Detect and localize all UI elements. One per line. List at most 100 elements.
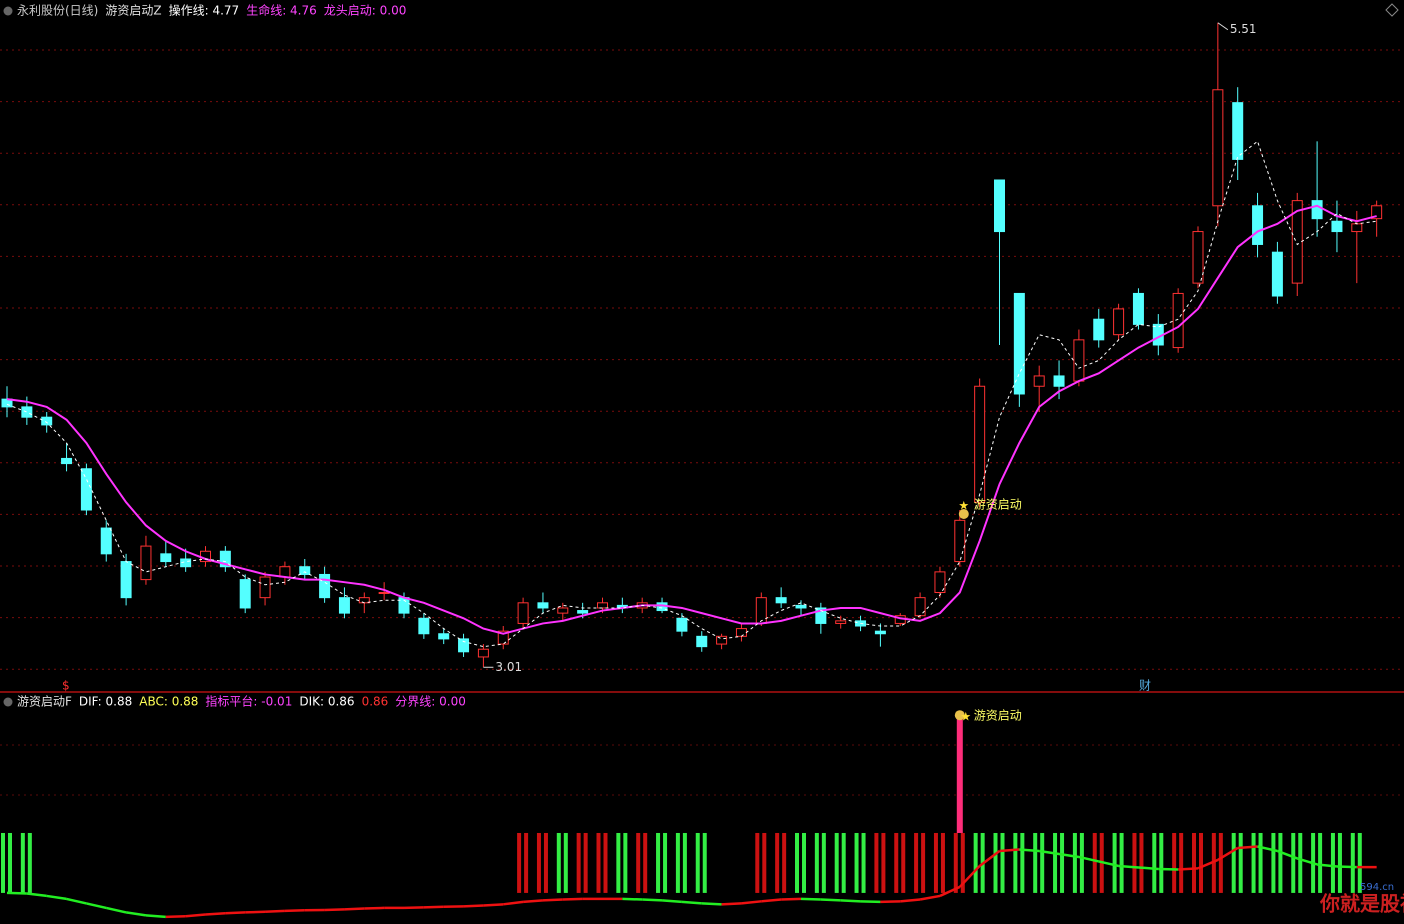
header-text: 永利股份(日线) xyxy=(17,4,98,18)
flag-bar xyxy=(1330,832,1335,893)
flag-bar xyxy=(1112,832,1117,893)
flag-bar xyxy=(616,832,621,893)
header-text: 生命线: 4.76 xyxy=(246,3,317,18)
signal-annotation: 游资启动 xyxy=(974,709,1022,723)
candle-body xyxy=(914,597,926,617)
flag-bar xyxy=(1192,832,1196,893)
dif-line xyxy=(958,865,981,888)
dif-line xyxy=(681,900,702,905)
candle-body xyxy=(160,553,172,563)
watermark-site: 594.cn xyxy=(1360,882,1394,893)
signal-icon xyxy=(958,509,969,519)
flag-bar xyxy=(933,832,938,893)
candle-body xyxy=(61,457,73,465)
dif-line xyxy=(919,894,941,901)
flag-bar xyxy=(1258,832,1263,893)
candle-body xyxy=(458,638,470,653)
candle-body xyxy=(835,620,847,624)
dif-line xyxy=(939,885,961,898)
dif-line xyxy=(483,903,504,907)
flag-bar xyxy=(861,832,866,893)
candle-body xyxy=(1172,292,1184,349)
flag-bar xyxy=(1119,832,1124,893)
candle-body xyxy=(1033,375,1045,387)
candle-body xyxy=(1212,89,1224,207)
flag-bar xyxy=(583,832,588,893)
candle-body xyxy=(755,597,767,624)
candle-body xyxy=(140,545,152,581)
dif-line xyxy=(1019,848,1040,853)
flag-bar xyxy=(1060,832,1065,893)
dif-line xyxy=(1237,845,1258,850)
flag-bar xyxy=(1179,832,1184,893)
flag-bar xyxy=(623,832,628,893)
dif-line xyxy=(542,898,563,902)
dif-line xyxy=(245,910,266,914)
dif-line xyxy=(661,899,682,904)
candle-body xyxy=(1351,223,1363,233)
flag-bar xyxy=(695,832,700,893)
flag-bar xyxy=(20,832,25,893)
flag-bar xyxy=(1350,832,1355,893)
watermark: 你就是股神 xyxy=(1319,892,1404,916)
dif-line xyxy=(622,897,643,901)
dif-line xyxy=(225,911,246,915)
candle-body xyxy=(597,602,608,609)
dif-line xyxy=(1197,858,1219,870)
dif-line xyxy=(1118,864,1139,869)
dif-line xyxy=(403,906,424,910)
flag-bar xyxy=(1231,832,1236,893)
dif-line xyxy=(46,894,67,901)
flag-bar xyxy=(682,832,687,893)
candle-body xyxy=(934,571,946,593)
flag-bar xyxy=(802,832,806,893)
header-text: 指标平台: -0.01 xyxy=(205,694,292,709)
flag-bar xyxy=(782,832,787,893)
dif-line xyxy=(1039,849,1060,856)
candle-body xyxy=(1371,205,1383,220)
flag-bar xyxy=(636,832,641,893)
candle-body xyxy=(100,527,112,555)
candle-body xyxy=(438,633,450,640)
flag-bar xyxy=(1013,832,1018,893)
dif-line xyxy=(701,902,722,906)
candle-body xyxy=(259,576,271,599)
flag-bar xyxy=(1291,832,1296,893)
flag-bar xyxy=(543,832,548,893)
dif-line xyxy=(66,897,87,905)
dif-line xyxy=(1296,857,1318,866)
flag-bar xyxy=(1159,832,1164,893)
flag-bar xyxy=(643,832,648,893)
candle-body xyxy=(219,550,231,568)
candle-body xyxy=(775,597,787,604)
candle-body xyxy=(1093,318,1105,341)
dif-line xyxy=(1217,846,1239,862)
high-label: 5.51 xyxy=(1230,22,1257,36)
dif-line xyxy=(761,898,782,903)
candle-body xyxy=(994,179,1005,233)
candle-body xyxy=(1291,200,1303,284)
candle-body xyxy=(1252,205,1264,245)
dif-line xyxy=(999,848,1020,853)
flag-bar xyxy=(834,832,839,893)
flag-bar xyxy=(755,832,760,893)
header-text: 游资启动Z xyxy=(105,4,161,18)
life-line xyxy=(6,204,1377,635)
flag-bar xyxy=(1152,832,1157,893)
dif-line xyxy=(840,899,861,903)
dif-line xyxy=(900,898,921,903)
dif-line xyxy=(860,900,881,904)
flag-bar xyxy=(953,832,958,893)
dif-line xyxy=(978,849,1001,867)
dif-line xyxy=(6,891,27,895)
dif-line xyxy=(463,904,484,908)
candle-body xyxy=(1331,220,1343,233)
dif-line xyxy=(423,905,444,909)
candle-body xyxy=(1232,102,1244,160)
header-text: 分界线: 0.00 xyxy=(395,695,466,709)
dif-line xyxy=(1078,855,1100,863)
flag-bar xyxy=(656,832,661,893)
flag-bar xyxy=(894,832,899,893)
